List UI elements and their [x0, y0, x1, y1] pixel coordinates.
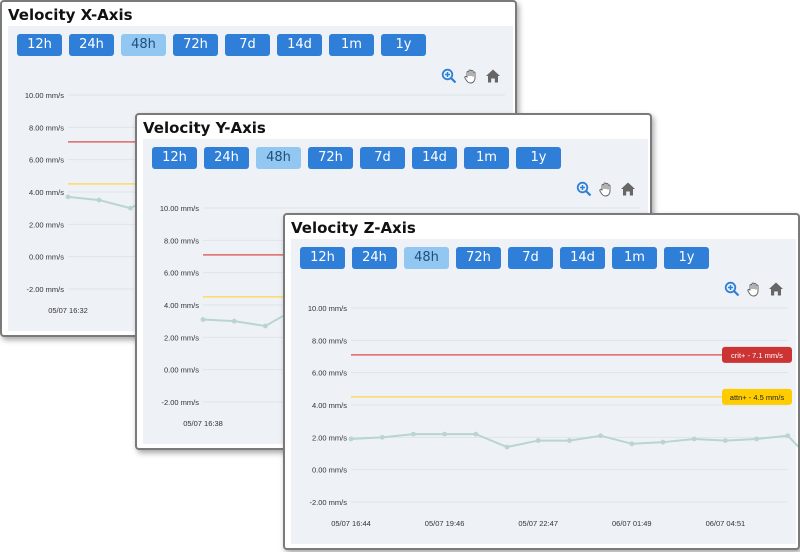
- series-point: [231, 318, 237, 324]
- y-tick-label: 4.00 mm/s: [164, 301, 199, 310]
- y-tick-label: 2.00 mm/s: [164, 333, 199, 342]
- home-icon[interactable]: [485, 68, 501, 84]
- series-point: [629, 441, 635, 447]
- range-button-14d[interactable]: 14d: [412, 147, 457, 169]
- range-button-12h[interactable]: 12h: [152, 147, 197, 169]
- series-point: [754, 436, 759, 442]
- series-point: [65, 194, 71, 200]
- y-tick-label: 10.00 mm/s: [25, 91, 64, 100]
- y-tick-label: 0.00 mm/s: [312, 466, 347, 475]
- panel-title: Velocity Z-Axis: [291, 219, 416, 237]
- range-button-7d[interactable]: 7d: [360, 147, 405, 169]
- zoom-in-icon[interactable]: [441, 68, 457, 84]
- range-button-14d[interactable]: 14d: [560, 247, 605, 269]
- range-button-48h[interactable]: 48h: [121, 34, 166, 56]
- threshold-label-crit: crit+ - 7.1 mm/s: [731, 351, 783, 360]
- y-tick-label: 10.00 mm/s: [308, 304, 347, 313]
- range-button-12h[interactable]: 12h: [300, 247, 345, 269]
- series-point: [96, 197, 102, 203]
- y-tick-label: -2.00 mm/s: [161, 398, 199, 407]
- x-tick-label: 05/07 22:47: [518, 519, 558, 528]
- series-point: [723, 438, 728, 443]
- range-button-14d[interactable]: 14d: [277, 34, 322, 56]
- y-tick-label: 0.00 mm/s: [164, 366, 199, 375]
- y-tick-label: 2.00 mm/s: [29, 220, 64, 229]
- pan-hand-icon[interactable]: [746, 281, 762, 297]
- range-button-72h[interactable]: 72h: [173, 34, 218, 56]
- range-button-1y[interactable]: 1y: [664, 247, 709, 269]
- series-point: [473, 431, 479, 437]
- series-point: [200, 317, 206, 322]
- panel-title: Velocity Y-Axis: [143, 119, 266, 137]
- chart-panel-z-axis: Velocity Z-Axis 12h 24h 48h 72h 7d 14d 1m 1y 10…: [283, 213, 800, 550]
- y-tick-label: -2.00 mm/s: [26, 285, 64, 294]
- threshold-label-box-crit: [722, 346, 792, 363]
- range-button-24h[interactable]: 24h: [69, 34, 114, 56]
- series-point: [442, 431, 447, 437]
- panel-title: Velocity X-Axis: [8, 6, 133, 24]
- x-tick-label: 05/07 16:38: [183, 419, 223, 428]
- range-button-1m[interactable]: 1m: [329, 34, 374, 56]
- x-tick-label: 05/07 16:44: [331, 519, 371, 528]
- range-button-72h[interactable]: 72h: [308, 147, 353, 169]
- range-button-1m[interactable]: 1m: [464, 147, 509, 169]
- y-tick-label: -2.00 mm/s: [309, 498, 347, 507]
- range-button-48h[interactable]: 48h: [404, 247, 449, 269]
- series-point: [535, 438, 541, 443]
- y-tick-label: 6.00 mm/s: [312, 369, 347, 378]
- range-button-1y[interactable]: 1y: [381, 34, 426, 56]
- range-button-1y[interactable]: 1y: [516, 147, 561, 169]
- y-tick-label: 6.00 mm/s: [29, 156, 64, 165]
- series-point: [379, 434, 385, 440]
- series-point: [411, 431, 416, 437]
- series-point: [785, 433, 791, 439]
- y-tick-label: 2.00 mm/s: [312, 433, 347, 442]
- series-point: [263, 323, 268, 329]
- series-point: [660, 439, 666, 445]
- range-button-72h[interactable]: 72h: [456, 247, 501, 269]
- series-line: [350, 433, 798, 449]
- y-tick-label: 8.00 mm/s: [29, 123, 64, 132]
- threshold-label-box-attn: [722, 388, 792, 405]
- pan-hand-icon[interactable]: [598, 181, 614, 197]
- x-tick-label: 06/07 04:51: [706, 519, 746, 528]
- y-tick-label: 8.00 mm/s: [312, 336, 347, 345]
- range-button-24h[interactable]: 24h: [352, 247, 397, 269]
- x-tick-label: 05/07 19:46: [425, 519, 465, 528]
- y-tick-label: 8.00 mm/s: [164, 236, 199, 245]
- range-button-7d[interactable]: 7d: [508, 247, 553, 269]
- y-tick-label: 10.00 mm/s: [160, 204, 199, 213]
- chart-plot: 10.00 mm/s 8.00 mm/s 6.00 mm/s 4.00 mm/s 2.0…: [308, 304, 798, 528]
- y-tick-label: 4.00 mm/s: [29, 188, 64, 197]
- chart-area: 12h 24h 48h 72h 7d 14d 1m 1y 10.00 mm/s 8.00 mm/…: [291, 239, 798, 544]
- zoom-in-icon[interactable]: [576, 181, 592, 197]
- range-button-24h[interactable]: 24h: [204, 147, 249, 169]
- series-point: [128, 205, 133, 211]
- x-tick-label: 06/07 01:49: [612, 519, 652, 528]
- series-point: [348, 436, 354, 442]
- home-icon[interactable]: [620, 181, 636, 197]
- range-button-7d[interactable]: 7d: [225, 34, 270, 56]
- pan-hand-icon[interactable]: [463, 68, 479, 84]
- home-icon[interactable]: [768, 281, 784, 297]
- y-tick-label: 4.00 mm/s: [312, 401, 347, 410]
- range-button-48h[interactable]: 48h: [256, 147, 301, 169]
- series-point: [567, 438, 572, 443]
- series-point: [504, 444, 510, 450]
- series-point: [691, 436, 697, 442]
- threshold-label-attn: attn+ - 4.5 mm/s: [730, 393, 785, 402]
- series-point: [598, 433, 603, 439]
- zoom-in-icon[interactable]: [724, 281, 740, 297]
- range-button-12h[interactable]: 12h: [17, 34, 62, 56]
- y-tick-label: 6.00 mm/s: [164, 269, 199, 278]
- range-button-1m[interactable]: 1m: [612, 247, 657, 269]
- x-tick-label: 05/07 16:32: [48, 306, 88, 315]
- y-tick-label: 0.00 mm/s: [29, 253, 64, 262]
